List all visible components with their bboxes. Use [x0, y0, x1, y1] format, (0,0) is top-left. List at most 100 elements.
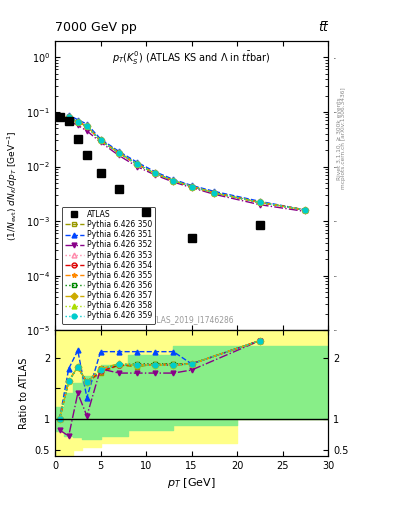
ATLAS	[257, 222, 262, 228]
ATLAS	[66, 118, 71, 124]
Pythia 6.426 358	[66, 114, 71, 120]
Pythia 6.426 351	[75, 117, 80, 123]
Pythia 6.426 351	[135, 159, 140, 165]
Line: Pythia 6.426 356: Pythia 6.426 356	[57, 115, 308, 212]
Pythia 6.426 356	[189, 183, 194, 189]
Pythia 6.426 355	[303, 207, 308, 213]
Pythia 6.426 355	[171, 178, 176, 184]
Pythia 6.426 354	[189, 183, 194, 189]
Pythia 6.426 354	[212, 190, 217, 196]
Pythia 6.426 357	[116, 150, 121, 156]
Pythia 6.426 350	[171, 178, 176, 184]
Pythia 6.426 351	[116, 148, 121, 155]
Pythia 6.426 357	[75, 119, 80, 125]
Pythia 6.426 351	[84, 121, 89, 127]
Pythia 6.426 350	[212, 190, 217, 196]
Pythia 6.426 357	[303, 207, 308, 213]
Pythia 6.426 350	[257, 199, 262, 205]
Pythia 6.426 352	[84, 128, 89, 134]
Pythia 6.426 358	[135, 161, 140, 167]
Pythia 6.426 357	[153, 170, 158, 177]
ATLAS	[57, 114, 62, 120]
Pythia 6.426 357	[57, 114, 62, 120]
Line: Pythia 6.426 354: Pythia 6.426 354	[57, 115, 308, 212]
Pythia 6.426 351	[171, 176, 176, 182]
Pythia 6.426 353	[303, 207, 308, 213]
Pythia 6.426 358	[84, 123, 89, 129]
Pythia 6.426 352	[153, 172, 158, 178]
Y-axis label: $(1/N_\mathrm{evt})\ dN_K/dp_T\ [\mathrm{GeV}^{-1}]$: $(1/N_\mathrm{evt})\ dN_K/dp_T\ [\mathrm…	[6, 130, 20, 241]
Pythia 6.426 353	[84, 123, 89, 129]
ATLAS	[116, 186, 121, 193]
Pythia 6.426 356	[303, 207, 308, 213]
Pythia 6.426 352	[135, 163, 140, 169]
Pythia 6.426 356	[75, 119, 80, 125]
Pythia 6.426 356	[135, 161, 140, 167]
Y-axis label: Ratio to ATLAS: Ratio to ATLAS	[19, 357, 29, 429]
Pythia 6.426 356	[171, 178, 176, 184]
Pythia 6.426 352	[171, 179, 176, 185]
Pythia 6.426 352	[98, 139, 103, 145]
Pythia 6.426 358	[153, 170, 158, 177]
Pythia 6.426 350	[189, 183, 194, 189]
Line: Pythia 6.426 358: Pythia 6.426 358	[57, 115, 308, 212]
Pythia 6.426 359	[84, 123, 89, 129]
Pythia 6.426 359	[153, 170, 158, 177]
Pythia 6.426 359	[116, 150, 121, 156]
Pythia 6.426 359	[66, 114, 71, 120]
Pythia 6.426 356	[153, 170, 158, 177]
Pythia 6.426 355	[66, 114, 71, 120]
Pythia 6.426 350	[66, 114, 71, 120]
Pythia 6.426 353	[116, 150, 121, 156]
Pythia 6.426 358	[303, 207, 308, 213]
Pythia 6.426 357	[135, 161, 140, 167]
Pythia 6.426 351	[189, 182, 194, 188]
Pythia 6.426 359	[189, 183, 194, 189]
Pythia 6.426 352	[75, 122, 80, 129]
Pythia 6.426 354	[57, 114, 62, 120]
Pythia 6.426 358	[257, 199, 262, 205]
Pythia 6.426 352	[212, 191, 217, 197]
Pythia 6.426 359	[98, 137, 103, 143]
Pythia 6.426 358	[171, 178, 176, 184]
Pythia 6.426 350	[135, 161, 140, 167]
Pythia 6.426 358	[212, 190, 217, 196]
Legend: ATLAS, Pythia 6.426 350, Pythia 6.426 351, Pythia 6.426 352, Pythia 6.426 353, P: ATLAS, Pythia 6.426 350, Pythia 6.426 35…	[62, 207, 155, 324]
Pythia 6.426 355	[75, 119, 80, 125]
Pythia 6.426 354	[98, 137, 103, 143]
Pythia 6.426 359	[303, 207, 308, 213]
Pythia 6.426 356	[257, 199, 262, 205]
X-axis label: $p_T$ [GeV]: $p_T$ [GeV]	[167, 476, 216, 490]
Line: ATLAS: ATLAS	[56, 113, 264, 242]
Text: tt̅: tt̅	[318, 20, 328, 34]
Pythia 6.426 354	[171, 178, 176, 184]
Pythia 6.426 354	[75, 119, 80, 125]
Pythia 6.426 356	[212, 190, 217, 196]
Pythia 6.426 353	[75, 119, 80, 125]
Pythia 6.426 358	[189, 183, 194, 189]
Pythia 6.426 356	[57, 114, 62, 120]
Pythia 6.426 357	[212, 190, 217, 196]
ATLAS	[144, 209, 149, 216]
Pythia 6.426 351	[212, 188, 217, 195]
Pythia 6.426 355	[57, 114, 62, 120]
Pythia 6.426 355	[84, 123, 89, 129]
Pythia 6.426 353	[153, 170, 158, 177]
Pythia 6.426 353	[66, 114, 71, 120]
Line: Pythia 6.426 351: Pythia 6.426 351	[57, 113, 308, 212]
Pythia 6.426 359	[135, 161, 140, 167]
Pythia 6.426 355	[116, 150, 121, 156]
Pythia 6.426 355	[153, 170, 158, 177]
Pythia 6.426 350	[153, 170, 158, 177]
Pythia 6.426 354	[303, 207, 308, 213]
Pythia 6.426 359	[257, 199, 262, 205]
Pythia 6.426 359	[212, 190, 217, 196]
Pythia 6.426 355	[212, 190, 217, 196]
Pythia 6.426 352	[189, 185, 194, 191]
Text: Rivet 3.1.10, ≥ 300k events: Rivet 3.1.10, ≥ 300k events	[336, 97, 341, 180]
Pythia 6.426 353	[98, 137, 103, 143]
Pythia 6.426 350	[75, 119, 80, 125]
Pythia 6.426 354	[153, 170, 158, 177]
Pythia 6.426 354	[116, 150, 121, 156]
Pythia 6.426 357	[189, 183, 194, 189]
